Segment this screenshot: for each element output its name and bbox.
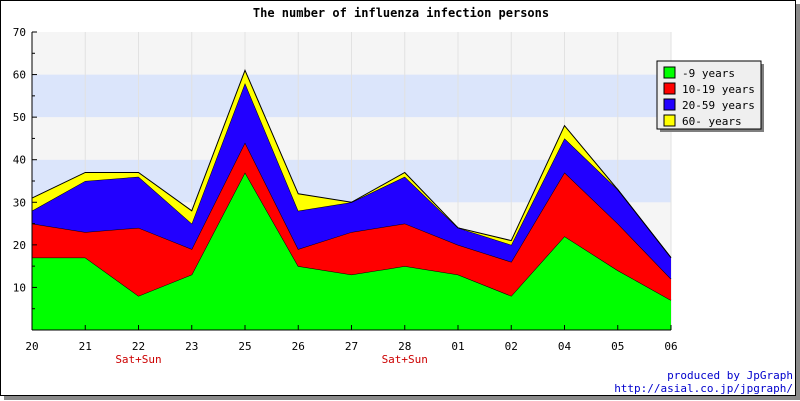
y-tick-label: 70 [13, 26, 26, 39]
legend-entry-label: 10-19 years [682, 83, 755, 96]
y-tick-label: 40 [13, 154, 26, 167]
x-tick-note: Sat+Sun [382, 353, 428, 366]
area-series-1-edge [31, 141, 672, 280]
x-tick-label: 28 [398, 340, 411, 353]
legend: -9 years 10-19 years 20-59 years 60- years [656, 60, 764, 132]
legend-swatch [663, 82, 676, 95]
x-tick-label: 06 [664, 340, 677, 353]
area-series-0 [32, 172, 671, 330]
x-tick-label: 01 [451, 340, 464, 353]
y-tick-label: 50 [13, 111, 26, 124]
legend-entry-label: 60- years [682, 115, 742, 128]
area-series-2 [32, 83, 671, 279]
area-series-3-edge [31, 68, 672, 258]
legend-swatch [663, 66, 676, 79]
legend-swatch [663, 98, 676, 111]
x-tick-label: 27 [345, 340, 358, 353]
y-tick-label: 10 [13, 281, 26, 294]
area-series-1 [32, 142, 671, 301]
x-tick-label: 26 [292, 340, 305, 353]
x-tick-label: 02 [505, 340, 518, 353]
x-tick-label: 04 [558, 340, 572, 353]
credit-line-1: produced by JpGraph [667, 369, 793, 382]
x-tick-label: 22 [132, 340, 145, 353]
chart-title: The number of influenza infection person… [253, 6, 549, 20]
y-tick-label: 60 [13, 69, 26, 82]
x-tick-label: 20 [25, 340, 38, 353]
x-tick-label: 25 [238, 340, 251, 353]
legend-entry-label: -9 years [682, 67, 735, 80]
legend-entry-label: 20-59 years [682, 99, 755, 112]
legend-swatch [663, 114, 676, 127]
x-tick-label: 05 [611, 340, 624, 353]
y-tick-label: 30 [13, 196, 26, 209]
area-series-group [31, 68, 672, 330]
credit-line-2: http://asial.co.jp/jpgraph/ [614, 382, 793, 395]
x-tick-label: 21 [79, 340, 92, 353]
x-tick-note: Sat+Sun [115, 353, 161, 366]
x-tick-label: 23 [185, 340, 198, 353]
y-tick-label: 20 [13, 239, 26, 252]
